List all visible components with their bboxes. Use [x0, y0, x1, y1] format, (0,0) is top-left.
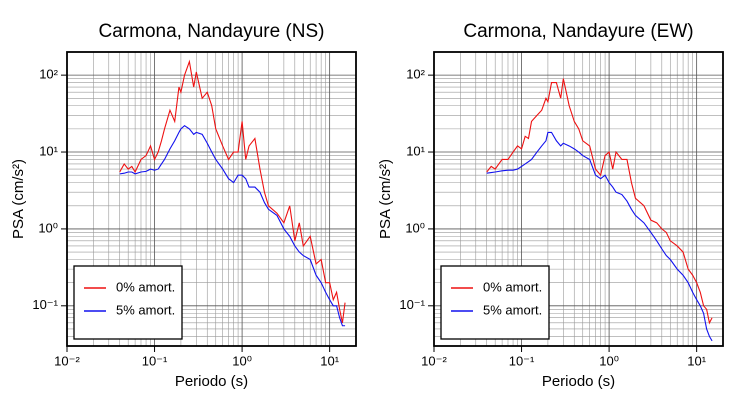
legend: 0% amort. 5% amort.	[73, 265, 183, 340]
y-tick-label: 10¹	[406, 143, 425, 158]
data-line	[486, 131, 713, 342]
legend-label: 5% amort.	[116, 302, 175, 317]
x-axis-label: Periodo (s)	[542, 373, 615, 390]
legend-label: 0% amort.	[483, 279, 542, 294]
legend-label: 0% amort.	[116, 279, 175, 294]
data-line	[119, 125, 346, 327]
legend-label: 5% amort.	[483, 302, 542, 317]
data-line	[486, 78, 713, 325]
y-tick-label: 10⁻¹	[399, 297, 425, 312]
y-tick-label: 10¹	[39, 143, 58, 158]
panel: Carmona, Nandayure (EW) 10⁻² 10⁻¹ 10⁰ 10¹ 10⁻…	[377, 21, 724, 390]
plot-frame	[66, 51, 357, 347]
y-tick-label: 10²	[406, 67, 425, 82]
legend-box	[73, 265, 183, 340]
x-axis-label: Periodo (s)	[175, 373, 248, 390]
x-tick-label: 10⁻²	[54, 353, 80, 368]
y-axis-label: PSA (cm/s²)	[10, 159, 27, 239]
legend-box	[440, 265, 550, 340]
x-tick-label: 10⁻¹	[142, 353, 168, 368]
x-tick-label: 10⁻²	[421, 353, 447, 368]
chart-title: Carmona, Nandayure (NS)	[99, 21, 325, 42]
chart-title: Carmona, Nandayure (EW)	[463, 21, 693, 42]
panel: Carmona, Nandayure (NS) 10⁻² 10⁻¹ 10⁰ 10¹ 10⁻…	[10, 21, 357, 390]
data-line	[119, 59, 346, 323]
plot-frame	[433, 51, 724, 347]
x-tick-label: 10¹	[320, 353, 339, 368]
x-tick-label: 10¹	[687, 353, 706, 368]
y-tick-label: 10⁻¹	[32, 297, 58, 312]
y-axis-label: PSA (cm/s²)	[377, 159, 394, 239]
y-tick-label: 10⁰	[405, 220, 425, 235]
legend: 0% amort. 5% amort.	[440, 265, 550, 340]
x-tick-label: 10⁰	[599, 353, 619, 368]
y-tick-label: 10²	[39, 67, 58, 82]
x-tick-label: 10⁻¹	[509, 353, 535, 368]
y-tick-label: 10⁰	[38, 220, 58, 235]
x-tick-label: 10⁰	[232, 353, 252, 368]
